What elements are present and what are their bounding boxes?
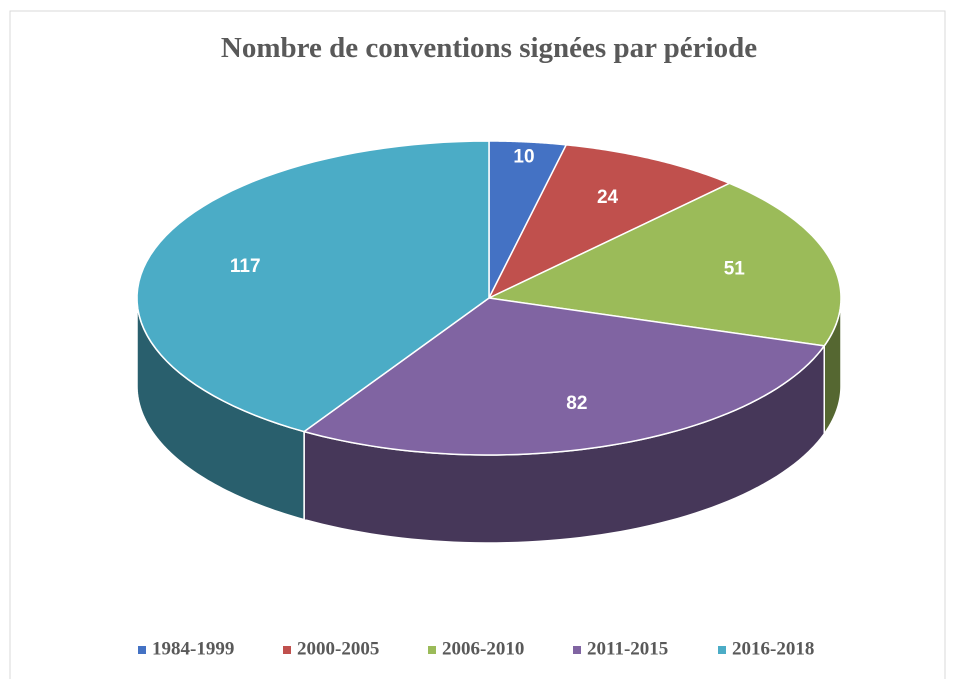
data-label: 117 (230, 256, 261, 277)
legend-label: 2016-2018 (732, 638, 814, 659)
data-label: 10 (513, 147, 534, 168)
legend-swatch (718, 646, 726, 654)
pie-slice (302, 297, 826, 456)
chart-title: Nombre de conventions signées par périod… (221, 32, 757, 64)
legend-swatch (283, 646, 291, 654)
pie-slice (486, 182, 842, 347)
legend-label: 1984-1999 (152, 638, 234, 659)
data-label: 24 (597, 187, 619, 208)
data-label: 51 (724, 259, 746, 280)
legend-label: 2011-2015 (587, 638, 668, 659)
legend-swatch (138, 646, 146, 654)
data-label: 82 (566, 393, 587, 414)
pie-slice (136, 140, 490, 433)
legend-swatch (428, 646, 436, 654)
pie-slice (487, 144, 732, 300)
legend-swatch (573, 646, 581, 654)
legend-label: 2006-2010 (442, 638, 524, 659)
legend-label: 2000-2005 (297, 638, 379, 659)
